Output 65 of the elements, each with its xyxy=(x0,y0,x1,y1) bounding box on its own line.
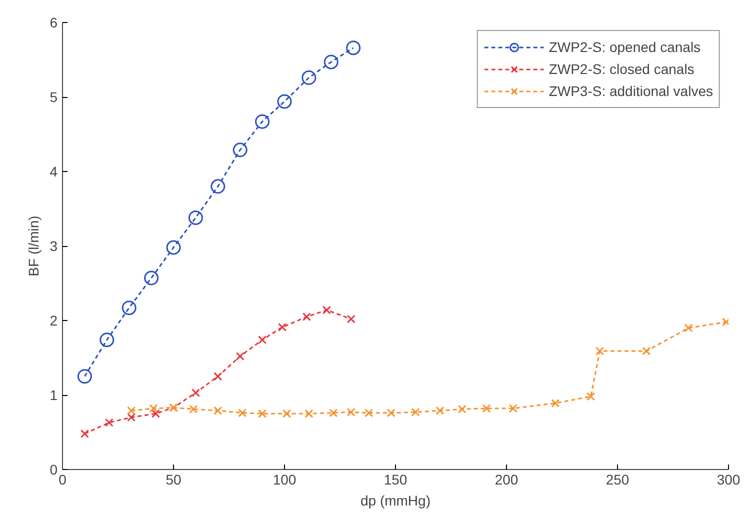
point xyxy=(191,388,200,398)
point xyxy=(77,369,92,384)
x-tick-label: 300 xyxy=(716,472,740,488)
y-tick-label: 2 xyxy=(50,312,58,328)
point xyxy=(277,94,292,109)
point xyxy=(278,322,287,332)
point xyxy=(210,179,226,194)
x-tick-label: 100 xyxy=(272,472,296,488)
point xyxy=(302,312,311,322)
point xyxy=(258,409,267,418)
y-tick-label: 0 xyxy=(50,462,58,478)
point xyxy=(551,398,560,408)
point xyxy=(346,40,361,56)
point xyxy=(364,408,374,418)
point xyxy=(346,408,356,416)
y-tick-label: 3 xyxy=(50,238,58,254)
point xyxy=(595,346,604,356)
point xyxy=(304,409,314,418)
point xyxy=(149,404,158,413)
point xyxy=(188,210,203,225)
point xyxy=(236,352,244,361)
x-tick-label: 50 xyxy=(166,472,182,488)
point xyxy=(322,306,331,314)
point xyxy=(214,372,222,381)
point xyxy=(144,270,159,286)
x-axis-title: dp (mmHg) xyxy=(360,492,431,508)
y-tick-label: 5 xyxy=(50,89,58,105)
x-tick-label: 250 xyxy=(606,472,630,488)
y-tick-label: 1 xyxy=(50,387,58,403)
point xyxy=(151,409,160,418)
point xyxy=(346,314,356,324)
point xyxy=(482,404,491,413)
legend-label: ZWP2-S: closed canals xyxy=(548,61,694,77)
point xyxy=(80,429,89,438)
point xyxy=(238,408,247,418)
point xyxy=(329,408,338,418)
point xyxy=(586,392,596,401)
point xyxy=(458,404,466,414)
point xyxy=(386,408,396,418)
point xyxy=(255,114,270,129)
point xyxy=(411,408,420,416)
point xyxy=(189,404,198,414)
point xyxy=(104,418,114,427)
x-tick-label: 200 xyxy=(494,472,518,488)
point xyxy=(508,404,518,413)
y-tick-label: 4 xyxy=(50,164,58,180)
point xyxy=(258,336,267,344)
point xyxy=(642,346,651,356)
point xyxy=(302,70,316,85)
point xyxy=(684,324,693,332)
point xyxy=(127,413,136,422)
point xyxy=(127,406,136,415)
legend-label: ZWP2-S: opened canals xyxy=(548,39,701,55)
point xyxy=(214,406,222,415)
point xyxy=(282,409,292,418)
y-axis-title: BF (l/min) xyxy=(26,216,42,276)
x-tick-label: 150 xyxy=(384,472,408,488)
point xyxy=(122,300,136,316)
point xyxy=(324,54,338,70)
point xyxy=(436,406,444,415)
y-tick-label: 6 xyxy=(50,14,58,30)
legend-label: ZWP3-S: additional valves xyxy=(548,83,713,99)
point xyxy=(100,332,114,348)
point xyxy=(166,240,181,255)
point xyxy=(232,142,248,158)
